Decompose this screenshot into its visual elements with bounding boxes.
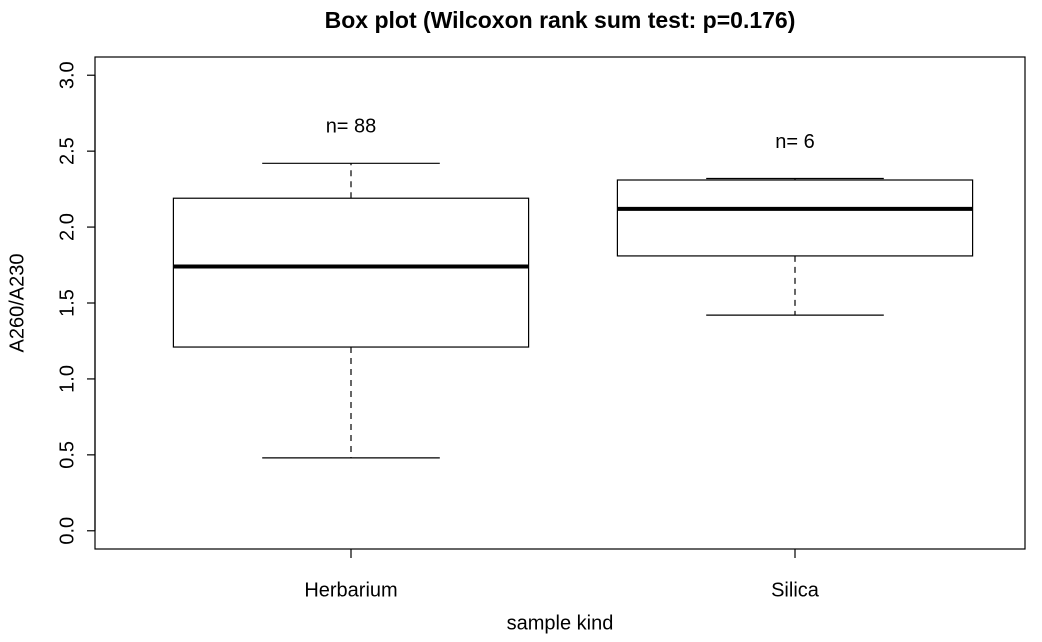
y-tick-label: 1.5 <box>56 289 78 317</box>
x-tick-label: Silica <box>771 579 820 601</box>
y-tick-label: 0.0 <box>56 517 78 545</box>
y-tick-label: 2.5 <box>56 137 78 165</box>
y-tick-label: 2.0 <box>56 213 78 241</box>
chart-title: Box plot (Wilcoxon rank sum test: p=0.17… <box>325 7 796 33</box>
annotation: n= 88 <box>326 116 377 138</box>
x-axis-label: sample kind <box>507 612 614 634</box>
y-tick-label: 0.5 <box>56 441 78 469</box>
y-axis-label: A260/A230 <box>6 254 28 353</box>
box <box>172 197 530 348</box>
annotation: n= 6 <box>775 131 814 153</box>
y-tick-label: 3.0 <box>56 61 78 89</box>
box <box>616 179 974 257</box>
y-tick-label: 1.0 <box>56 365 78 393</box>
x-tick-label: Herbarium <box>304 579 397 601</box>
